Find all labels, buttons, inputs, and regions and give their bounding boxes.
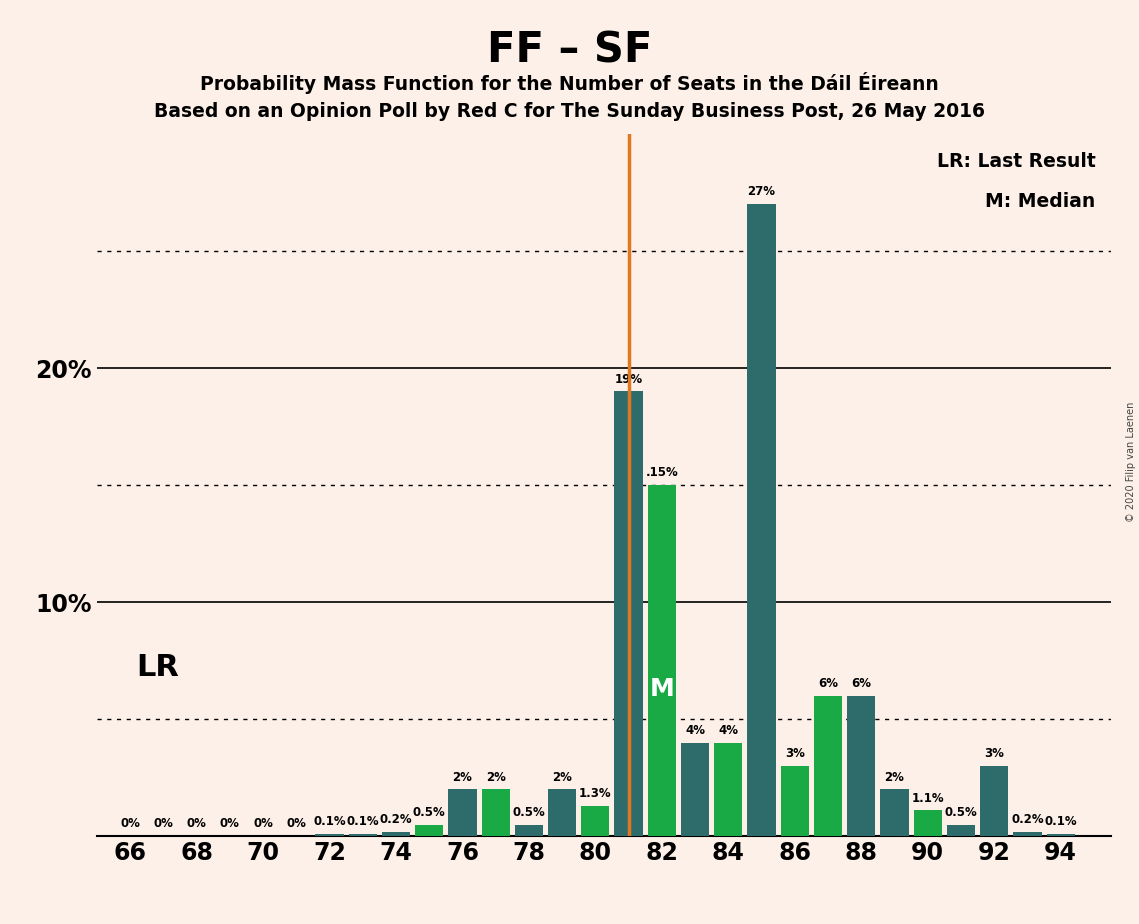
Text: 0.5%: 0.5% (412, 806, 445, 819)
Bar (316, 833, 344, 836)
Bar (1014, 832, 1041, 836)
Text: 1.1%: 1.1% (911, 792, 944, 805)
Text: © 2020 Filip van Laenen: © 2020 Filip van Laenen (1126, 402, 1136, 522)
Text: 6%: 6% (818, 677, 838, 690)
Text: 0.5%: 0.5% (513, 806, 546, 819)
Bar (614, 392, 642, 836)
Bar (382, 832, 410, 836)
Text: 0%: 0% (286, 818, 306, 831)
Text: Probability Mass Function for the Number of Seats in the Dáil Éireann: Probability Mass Function for the Number… (200, 72, 939, 94)
Bar (349, 833, 377, 836)
Text: 0%: 0% (253, 818, 273, 831)
Text: 0.1%: 0.1% (346, 815, 379, 828)
Text: LR: Last Result: LR: Last Result (936, 152, 1096, 171)
Text: .15%: .15% (646, 467, 678, 480)
Text: M: M (649, 676, 674, 700)
Text: 0.2%: 0.2% (1011, 813, 1043, 826)
Text: 0.1%: 0.1% (313, 815, 346, 828)
Text: 0%: 0% (120, 818, 140, 831)
Bar (847, 696, 876, 836)
Bar (449, 789, 476, 836)
Bar (648, 485, 675, 836)
Text: 0.2%: 0.2% (379, 813, 412, 826)
Bar (548, 789, 576, 836)
Text: FF – SF: FF – SF (486, 30, 653, 71)
Text: 2%: 2% (485, 771, 506, 784)
Bar (880, 789, 909, 836)
Text: 4%: 4% (685, 723, 705, 736)
Bar (515, 824, 543, 836)
Bar (581, 806, 609, 836)
Bar (482, 789, 510, 836)
Text: 2%: 2% (552, 771, 572, 784)
Text: 2%: 2% (452, 771, 473, 784)
Bar (814, 696, 842, 836)
Bar (681, 743, 710, 836)
Text: 6%: 6% (851, 677, 871, 690)
Text: 2%: 2% (885, 771, 904, 784)
Text: 0.5%: 0.5% (944, 806, 977, 819)
Text: 27%: 27% (747, 186, 776, 199)
Text: 3%: 3% (785, 748, 805, 760)
Text: 4%: 4% (719, 723, 738, 736)
Text: 0.1%: 0.1% (1044, 815, 1077, 828)
Bar (980, 766, 1008, 836)
Bar (913, 810, 942, 836)
Text: 1.3%: 1.3% (579, 787, 612, 800)
Bar (747, 204, 776, 836)
Bar (415, 824, 443, 836)
Text: 19%: 19% (615, 372, 642, 385)
Bar (947, 824, 975, 836)
Text: 0%: 0% (220, 818, 239, 831)
Bar (714, 743, 743, 836)
Bar (1047, 833, 1075, 836)
Bar (780, 766, 809, 836)
Text: Based on an Opinion Poll by Red C for The Sunday Business Post, 26 May 2016: Based on an Opinion Poll by Red C for Th… (154, 102, 985, 121)
Text: M: Median: M: Median (985, 191, 1096, 211)
Text: 0%: 0% (154, 818, 173, 831)
Text: 0%: 0% (187, 818, 206, 831)
Text: LR: LR (137, 652, 180, 682)
Text: 3%: 3% (984, 748, 1005, 760)
